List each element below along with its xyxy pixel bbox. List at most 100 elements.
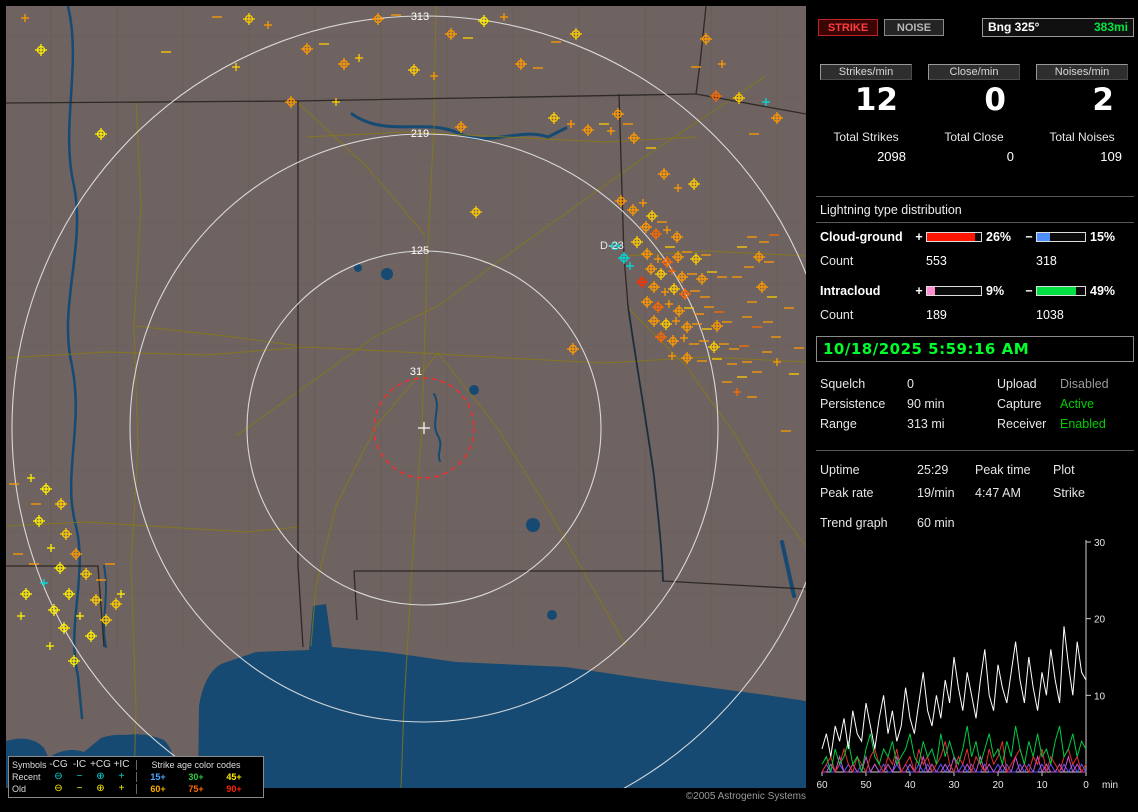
legend-col-pos-cg: +CG xyxy=(90,760,111,770)
bearing-display[interactable]: Bng 325° 383mi xyxy=(982,18,1134,37)
trend-graph-label: Trend graph xyxy=(820,516,917,530)
age-30: 30+ xyxy=(177,772,215,782)
svg-text:219: 219 xyxy=(411,128,429,140)
cg-plus-bar xyxy=(926,232,982,242)
cg-minus-bar xyxy=(1036,232,1086,242)
cg-minus-pct: 15% xyxy=(1086,230,1118,244)
svg-text:0: 0 xyxy=(1083,780,1089,791)
total-close-value: 0 xyxy=(928,149,1020,164)
stats-grid: Uptime 25:29 Peak time Plot Peak rate 19… xyxy=(820,458,1134,504)
peak-time-value: 4:47 AM xyxy=(975,486,1053,500)
svg-text:20: 20 xyxy=(1094,615,1106,626)
svg-text:313: 313 xyxy=(411,11,429,23)
trend-window-value: 60 min xyxy=(917,516,955,530)
svg-text:125: 125 xyxy=(411,245,429,257)
pos-ic-old-icon: + xyxy=(111,784,132,794)
total-noises-label: Total Noises xyxy=(1036,130,1128,144)
age-15: 15+ xyxy=(139,772,177,782)
svg-text:min: min xyxy=(1102,780,1118,791)
range-value: 313 mi xyxy=(907,417,997,431)
receiver-value: Enabled xyxy=(1060,417,1134,431)
svg-text:30: 30 xyxy=(1094,538,1106,549)
squelch-label: Squelch xyxy=(820,377,907,391)
symbol-legend: Symbols -CG -IC +CG +IC Strike age color… xyxy=(8,756,264,798)
noises-per-min-chip[interactable]: Noises/min xyxy=(1036,64,1128,80)
strike-button[interactable]: STRIKE xyxy=(818,19,878,36)
plot-value: Strike xyxy=(1053,486,1134,500)
status-row-squelch: Squelch 0 Upload Disabled xyxy=(820,374,1134,394)
legend-age-row-1: 15+ 30+ 45+ xyxy=(136,772,255,782)
uptime-label: Uptime xyxy=(820,463,917,477)
ic-plus-count: 189 xyxy=(926,308,1036,322)
svg-text:D-23: D-23 xyxy=(600,240,624,252)
legend-header-row: Symbols -CG -IC +CG +IC Strike age color… xyxy=(12,759,260,771)
panel-top-row: STRIKE NOISE Bng 325° 383mi xyxy=(818,18,1134,36)
total-close-label: Total Close xyxy=(928,130,1020,144)
status-grid: Squelch 0 Upload Disabled Persistence 90… xyxy=(820,374,1134,434)
trend-graph-chart: 1020306050403020100min xyxy=(814,534,1136,804)
pos-cg-old-icon: ⊕ xyxy=(90,784,111,794)
ic-minus-count: 1038 xyxy=(1036,308,1064,322)
totals-row: Total Strikes 2098 Total Close 0 Total N… xyxy=(820,130,1128,164)
legend-old-row: Old ⊖ − ⊕ + 60+ 75+ 90+ xyxy=(12,783,260,795)
legend-col-pos-ic: +IC xyxy=(111,760,132,770)
close-per-min-chip[interactable]: Close/min xyxy=(928,64,1020,80)
total-close-col: Total Close 0 xyxy=(928,130,1020,164)
status-panel: STRIKE NOISE Bng 325° 383mi Strikes/min … xyxy=(812,6,1138,806)
trend-graph-row: Trend graph 60 min xyxy=(820,516,955,530)
uptime-value: 25:29 xyxy=(917,463,975,477)
peak-rate-label: Peak rate xyxy=(820,486,917,500)
intracloud-label: Intracloud xyxy=(820,284,912,298)
strikes-per-min-chip[interactable]: Strikes/min xyxy=(820,64,912,80)
copyright-text: ©2005 Astrogenic Systems xyxy=(600,791,806,802)
ic-plus-bar-fill xyxy=(927,287,935,295)
minus-sign: − xyxy=(1022,230,1036,244)
datetime-display: 10/18/2025 5:59:16 AM xyxy=(816,336,1134,362)
svg-text:10: 10 xyxy=(1036,780,1048,791)
persistence-label: Persistence xyxy=(820,397,907,411)
cg-minus-count: 318 xyxy=(1036,254,1057,268)
lightning-map[interactable]: 313 219 125 31 D-23 xyxy=(6,6,806,788)
stats-row-2: Peak rate 19/min 4:47 AM Strike xyxy=(820,481,1134,504)
pos-cg-recent-icon: ⊕ xyxy=(90,772,111,782)
svg-text:60: 60 xyxy=(816,780,828,791)
svg-text:31: 31 xyxy=(410,366,422,378)
noise-button[interactable]: NOISE xyxy=(884,19,944,36)
age-75: 75+ xyxy=(177,784,215,794)
status-row-range: Range 313 mi Receiver Enabled xyxy=(820,414,1134,434)
peak-rate-value: 19/min xyxy=(917,486,975,500)
cloud-ground-count-row: Count 553 318 xyxy=(820,254,1057,268)
legend-age-row-2: 60+ 75+ 90+ xyxy=(136,784,255,794)
svg-text:40: 40 xyxy=(904,780,916,791)
ic-minus-bar-fill xyxy=(1037,287,1076,295)
svg-text:50: 50 xyxy=(860,780,872,791)
status-row-persistence: Persistence 90 min Capture Active xyxy=(820,394,1134,414)
capture-value: Active xyxy=(1060,397,1134,411)
persistence-value: 90 min xyxy=(907,397,997,411)
upload-value: Disabled xyxy=(1060,377,1134,391)
close-per-min-value: 0 xyxy=(928,82,1020,118)
legend-old-label: Old xyxy=(12,784,48,794)
cg-plus-pct: 26% xyxy=(982,230,1022,244)
intracloud-row: Intracloud + 9% − 49% xyxy=(820,284,1134,298)
neg-ic-recent-icon: − xyxy=(69,772,90,782)
separator xyxy=(816,450,1134,451)
separator xyxy=(816,222,1134,223)
neg-cg-old-icon: ⊖ xyxy=(48,784,69,794)
legend-col-neg-cg: -CG xyxy=(48,760,69,770)
count-label: Count xyxy=(820,254,926,268)
ic-minus-pct: 49% xyxy=(1086,284,1118,298)
rate-values-row: 12 0 2 xyxy=(820,82,1128,118)
cg-plus-bar-fill xyxy=(927,233,975,241)
total-noises-value: 109 xyxy=(1036,149,1128,164)
age-90: 90+ xyxy=(215,784,253,794)
pos-ic-recent-icon: + xyxy=(111,772,132,782)
map-canvas[interactable]: 313 219 125 31 D-23 xyxy=(6,6,806,788)
bearing-distance: 383mi xyxy=(1094,20,1128,34)
svg-text:10: 10 xyxy=(1094,691,1106,702)
legend-col-neg-ic: -IC xyxy=(69,760,90,770)
cg-minus-bar-fill xyxy=(1037,233,1050,241)
total-noises-col: Total Noises 109 xyxy=(1036,130,1128,164)
plus-sign: + xyxy=(912,230,926,244)
ic-plus-pct: 9% xyxy=(982,284,1022,298)
